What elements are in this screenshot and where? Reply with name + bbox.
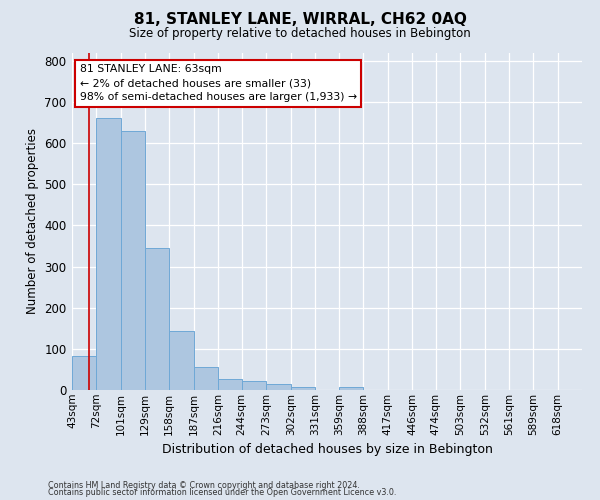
Text: 81, STANLEY LANE, WIRRAL, CH62 0AQ: 81, STANLEY LANE, WIRRAL, CH62 0AQ — [134, 12, 466, 28]
Bar — [194, 366, 218, 390]
Bar — [242, 381, 266, 390]
Bar — [266, 384, 290, 390]
Text: 81 STANLEY LANE: 63sqm
← 2% of detached houses are smaller (33)
98% of semi-deta: 81 STANLEY LANE: 63sqm ← 2% of detached … — [80, 64, 357, 102]
Bar — [290, 386, 315, 390]
Text: Contains public sector information licensed under the Open Government Licence v3: Contains public sector information licen… — [48, 488, 397, 497]
Y-axis label: Number of detached properties: Number of detached properties — [26, 128, 38, 314]
Bar — [72, 356, 97, 390]
X-axis label: Distribution of detached houses by size in Bebington: Distribution of detached houses by size … — [161, 443, 493, 456]
Bar — [339, 386, 364, 390]
Bar — [97, 118, 121, 390]
Text: Contains HM Land Registry data © Crown copyright and database right 2024.: Contains HM Land Registry data © Crown c… — [48, 480, 360, 490]
Text: Size of property relative to detached houses in Bebington: Size of property relative to detached ho… — [129, 28, 471, 40]
Bar — [218, 379, 242, 390]
Bar — [145, 248, 169, 390]
Bar — [169, 331, 194, 390]
Bar — [121, 130, 145, 390]
